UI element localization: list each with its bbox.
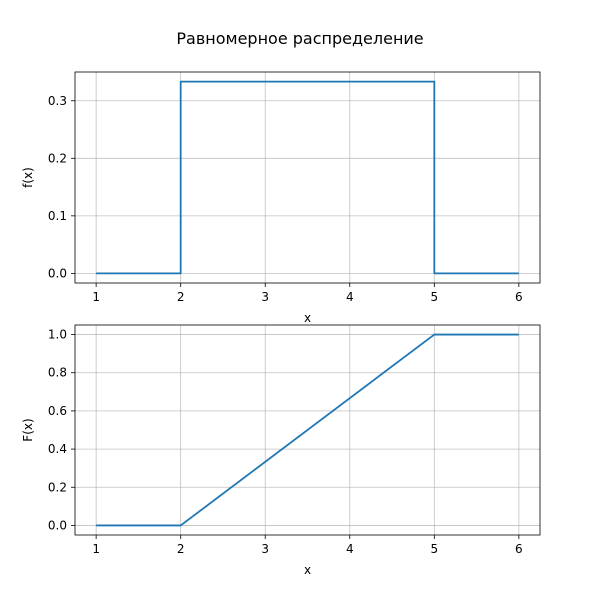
x-tick-label: 5 [430, 290, 438, 304]
x-tick-label: 1 [92, 290, 100, 304]
x-tick-label: 6 [515, 290, 523, 304]
y-tick-label: 0.2 [48, 151, 67, 165]
x-tick-label: 3 [261, 542, 269, 556]
y-axis-label: F(x) [21, 418, 35, 441]
x-tick-label: 5 [430, 542, 438, 556]
x-tick-label: 4 [346, 542, 354, 556]
y-tick-label: 0.3 [48, 94, 67, 108]
x-axis-label: x [304, 563, 311, 577]
plot-frame [74, 324, 541, 536]
plots-container: 1 2 3 4 5 6 0.0 0.1 0.2 0.3 x f(x) 1 2 3 4 5 6 0.0 0.2 0.4 0.… [21, 71, 541, 577]
y-tick-label: 0.8 [48, 366, 67, 380]
y-tick-label: 0.6 [48, 404, 67, 418]
plot-frame [74, 71, 541, 284]
x-axis-label: x [304, 311, 311, 325]
y-tick-label: 1.0 [48, 328, 67, 342]
series-line-1 [96, 80, 519, 275]
x-tick-label: 1 [92, 542, 100, 556]
subplot-2: 1 2 3 4 5 6 0.0 0.2 0.4 0.6 0.8 1.0 x F(x) [21, 324, 541, 577]
figure-title: Равномерное распределение [176, 29, 423, 48]
y-tick-label: 0.4 [48, 442, 67, 456]
x-tick-label: 2 [177, 290, 185, 304]
y-tick-label: 0.2 [48, 480, 67, 494]
x-tick-label: 3 [261, 290, 269, 304]
y-tick-label: 0.0 [48, 266, 67, 280]
y-tick-label: 0.1 [48, 209, 67, 223]
x-tick-label: 2 [177, 542, 185, 556]
subplot-1: 1 2 3 4 5 6 0.0 0.1 0.2 0.3 x f(x) [21, 71, 541, 325]
x-tick-label: 4 [346, 290, 354, 304]
x-tick-label: 6 [515, 542, 523, 556]
y-axis-label: f(x) [21, 167, 35, 188]
y-tick-label: 0.0 [48, 518, 67, 532]
series-line-1 [96, 333, 519, 527]
